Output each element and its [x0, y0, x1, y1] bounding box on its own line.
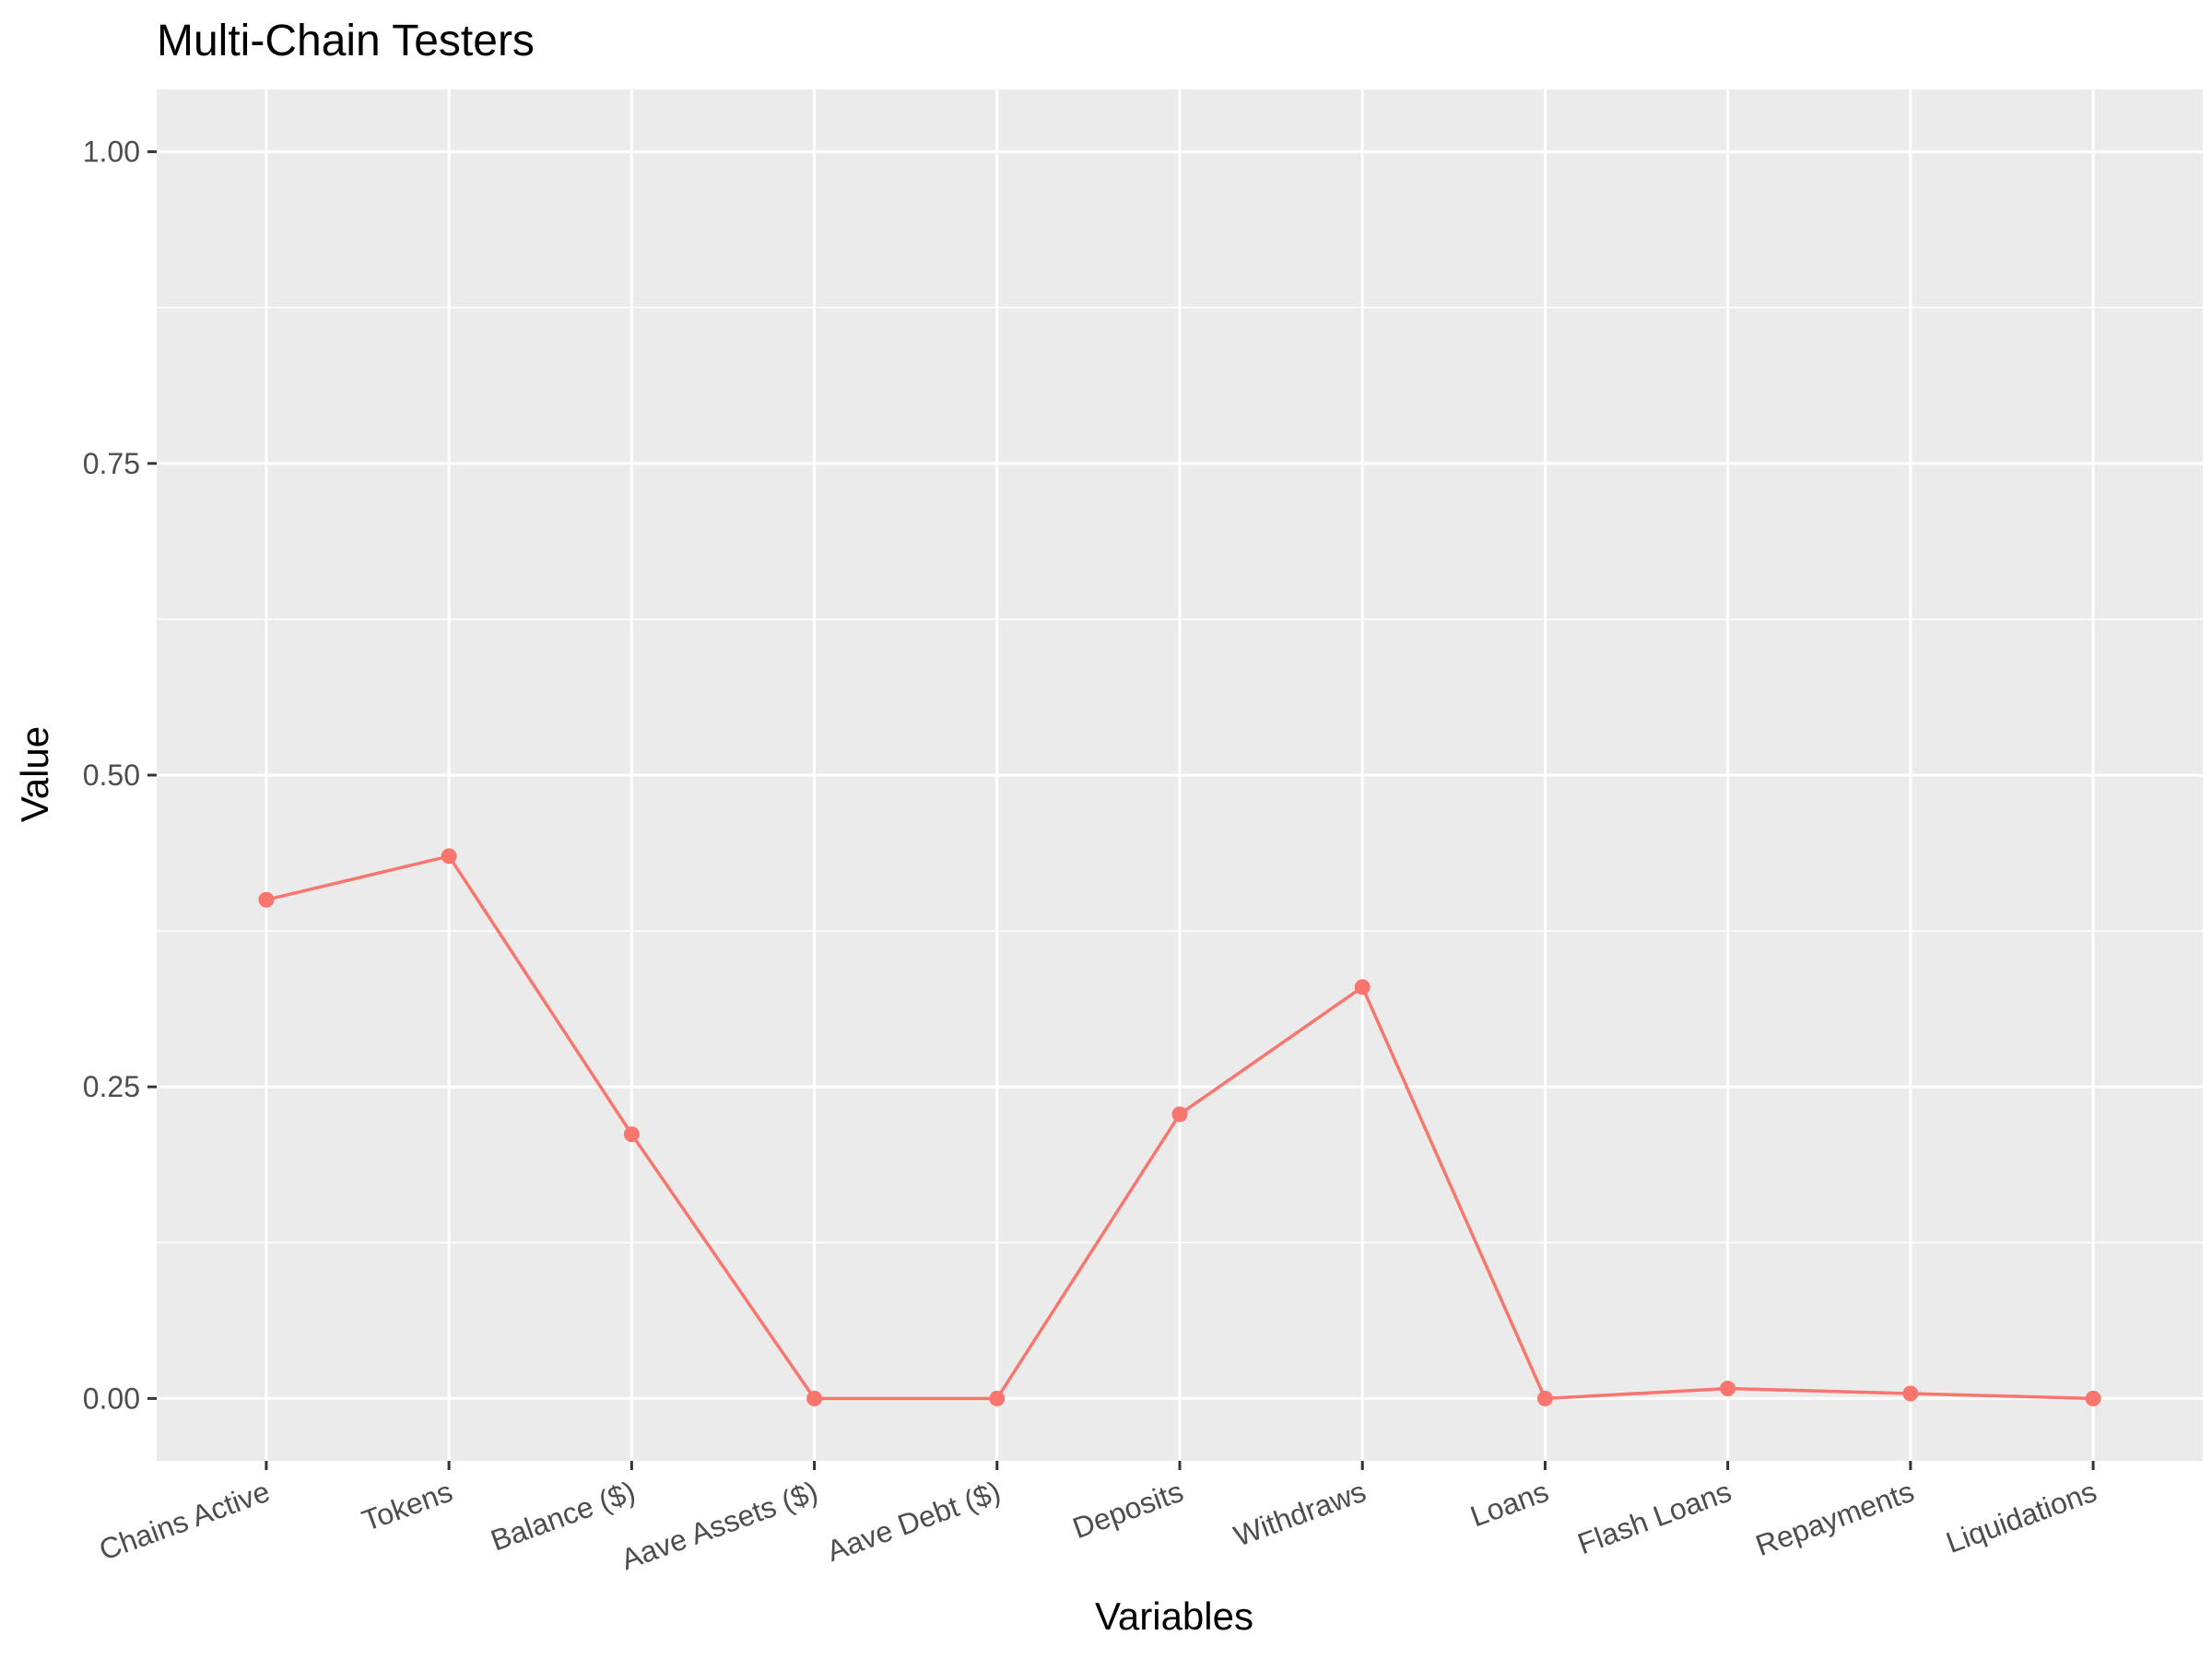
x-tick-label: Chains Active	[95, 1475, 274, 1567]
data-point	[1354, 979, 1371, 995]
data-series	[258, 848, 2101, 1406]
x-tick-label: Aave Debt ($)	[822, 1475, 1005, 1568]
data-point	[1536, 1390, 1553, 1406]
data-point	[2085, 1390, 2101, 1406]
y-axis-title: Value	[13, 726, 56, 822]
data-point	[1902, 1385, 1919, 1402]
x-axis-title: Variables	[1095, 1594, 1253, 1638]
x-tick-label: Flash Loans	[1573, 1475, 1735, 1560]
x-tick-label: Aave Assets ($)	[617, 1475, 822, 1576]
chart-title: Multi-Chain Testers	[157, 17, 535, 65]
x-tick-label: Tokens	[358, 1475, 457, 1538]
y-tick-label: 0.00	[83, 1382, 140, 1415]
y-tick-label: 1.00	[83, 135, 140, 169]
gridlines	[157, 89, 2203, 1461]
data-point	[806, 1390, 823, 1406]
x-tick-label: Repayments	[1751, 1475, 1918, 1562]
y-tick-label: 0.50	[83, 759, 140, 792]
data-point	[258, 891, 275, 908]
data-point	[1720, 1381, 1736, 1397]
data-point	[441, 848, 457, 865]
x-tick-label: Loans	[1466, 1475, 1553, 1534]
data-point	[1171, 1106, 1188, 1123]
data-point	[623, 1126, 640, 1143]
x-tick-label: Deposits	[1068, 1475, 1187, 1545]
x-tick-label: Liquidations	[1942, 1475, 2101, 1559]
y-tick-label: 0.75	[83, 447, 140, 480]
x-tick-label: Withdraws	[1230, 1475, 1371, 1553]
y-tick-label: 0.25	[83, 1070, 140, 1103]
data-point	[989, 1390, 1006, 1406]
